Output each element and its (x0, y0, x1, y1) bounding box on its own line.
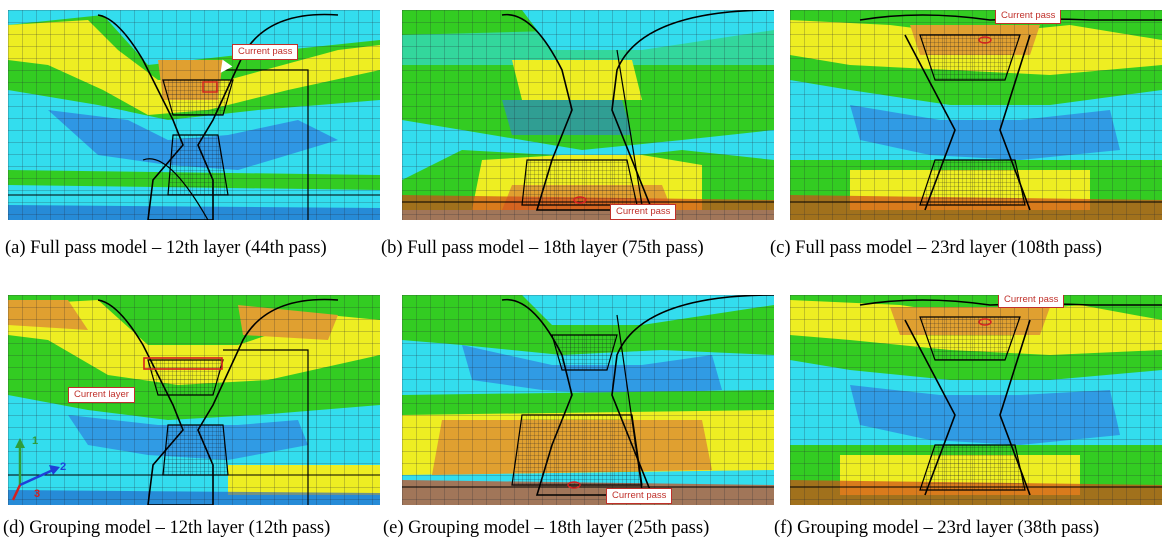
panel-e-grouping-18th-layer: Current pass (402, 295, 774, 505)
panel-d-grouping-12th-layer: 1 3 2 Current layer (8, 295, 380, 505)
axis-label-2: 2 (60, 461, 67, 473)
panel-c-full-pass-23rd-layer: Current pass (790, 10, 1162, 220)
caption-d: (d) Grouping model – 12th layer (12th pa… (3, 518, 331, 538)
callout-current-pass-a: Current pass (232, 44, 299, 60)
axis-label-3: 3 (34, 488, 41, 500)
axis-label-1: 1 (32, 435, 39, 447)
caption-b: (b) Full pass model – 18th layer (75th p… (381, 238, 704, 258)
callout-current-layer-d: Current layer (68, 387, 135, 403)
panel-a-full-pass-12th-layer: Current pass (8, 10, 380, 220)
callout-current-pass-e: Current pass (606, 488, 673, 504)
weld-mesh-contour-d (8, 295, 380, 505)
weld-mesh-contour-e (402, 295, 774, 505)
caption-a: (a) Full pass model – 12th layer (44th p… (5, 238, 327, 258)
caption-f: (f) Grouping model – 23rd layer (38th pa… (774, 518, 1100, 538)
coordinate-axes-icon (11, 438, 60, 501)
weld-mesh-contour-b (402, 10, 774, 220)
panel-f-grouping-23rd-layer: Current pass (790, 295, 1162, 505)
callout-current-pass-c: Current pass (995, 10, 1062, 24)
weld-mesh-contour-f (790, 295, 1162, 505)
callout-current-pass-b: Current pass (610, 204, 677, 220)
caption-e: (e) Grouping model – 18th layer (25th pa… (383, 518, 710, 538)
panel-b-full-pass-18th-layer: Current pass (402, 10, 774, 220)
weld-mesh-contour-c (790, 10, 1162, 220)
weld-mesh-contour-a (8, 10, 380, 220)
callout-current-pass-f: Current pass (998, 295, 1065, 308)
caption-c: (c) Full pass model – 23rd layer (108th … (770, 238, 1102, 258)
